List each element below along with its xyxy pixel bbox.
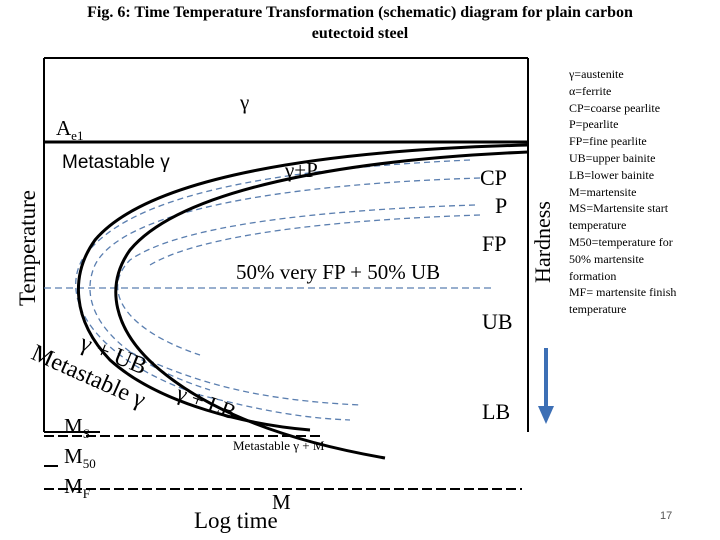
transformation-start-curve [76,143,529,432]
mixed-region-label: 50% very FP + 50% UB [236,260,441,284]
legend-item: temperature [569,302,627,317]
mf-label: MF [64,474,90,502]
dashed-curve-3 [117,204,476,356]
title-line-2: eutectoid steel [311,25,409,42]
legend-item: CP=coarse pearlite [569,100,661,115]
m50-label: M50 [64,444,96,472]
ae1-label: Ae1 [56,116,84,144]
dashed-curve-1 [75,159,471,421]
legend-item: UB=upper bainite [569,150,656,165]
legend-item: 50% martensite [569,251,644,266]
title-line-1: Fig. 6: Time Temperature Transformation … [87,4,633,21]
dashed-curve-5 [129,351,361,406]
x-axis-label: Log time [194,508,278,533]
legend-item: FP=fine pearlite [569,134,647,149]
legend-item: P=pearlite [569,117,619,132]
legend: γ=austenite α=ferrite CP=coarse pearlite… [569,66,717,318]
legend-item: α=ferrite [569,83,612,98]
hardness-arrow-head [538,406,554,424]
ms-label: MS [64,414,90,442]
ub-label: UB [482,309,513,334]
legend-item: formation [569,268,617,283]
dashed-curve-2 [89,177,481,391]
m-region-label: M [272,490,291,514]
gamma-region-label: γ [240,90,250,114]
cp-label: CP [480,165,507,190]
lb-label: LB [482,399,511,424]
transformation-finish-curve [114,150,529,460]
legend-item: γ=austenite [569,67,624,81]
p-label: P [495,193,508,218]
gamma-plus-p-label: γ+P [285,158,318,182]
legend-item: M50=temperature for [569,234,673,249]
dashed-curve-4 [149,214,481,266]
legend-item: M=martensite [569,184,637,199]
legend-item: LB=lower bainite [569,167,655,182]
fp-label: FP [482,231,507,256]
page-number: 17 [660,510,673,522]
figure-title: Fig. 6: Time Temperature Transformation … [0,2,720,44]
legend-item: MF= martensite finish [569,285,677,300]
metastable-gamma-m-label: Metastable γ + M [233,438,325,453]
legend-item: MS=Martensite start [569,201,669,216]
metastable-gamma-label: Metastable γ [62,152,170,173]
legend-item: temperature [569,218,627,233]
